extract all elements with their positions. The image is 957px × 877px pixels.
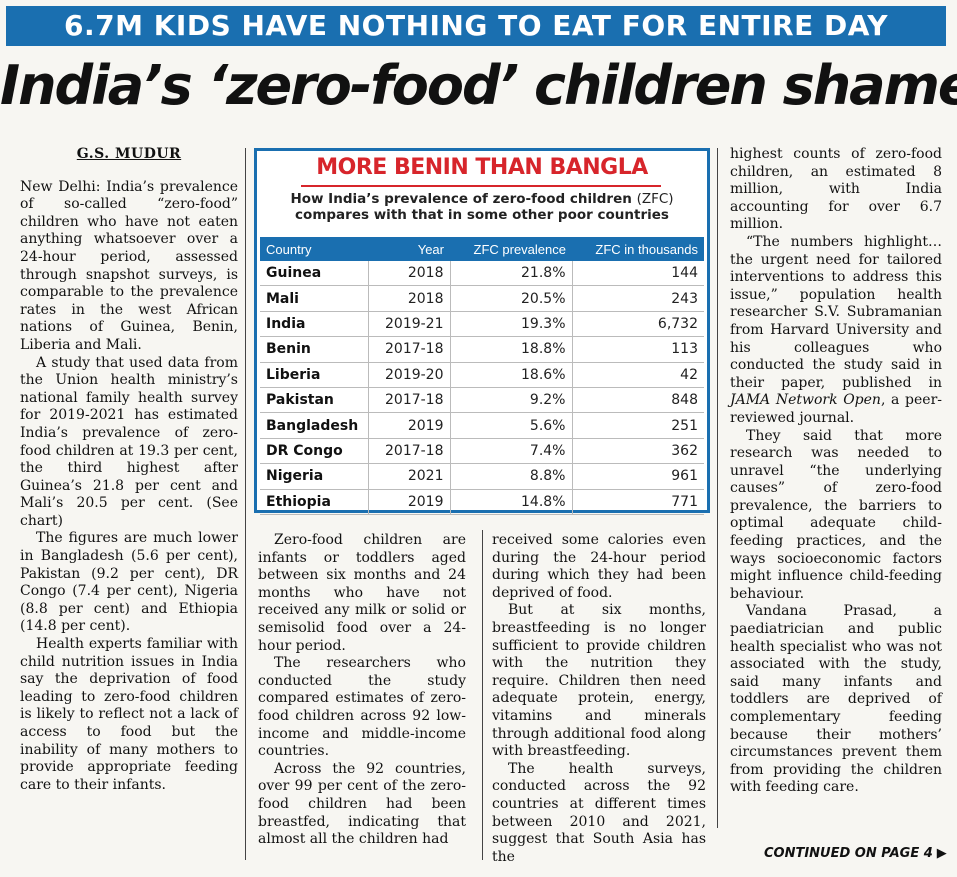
continued-label: CONTINUED ON PAGE 4: [764, 846, 933, 861]
cell-prevalence: 7.4%: [450, 438, 573, 465]
paragraph: The figures are much lower in Bangladesh…: [20, 530, 238, 635]
table-row: India 2019-21 19.3% 6,732: [260, 311, 704, 338]
journal-name: JAMA Network Open: [730, 392, 881, 409]
paragraph: But at six months, breastfeeding is no l…: [492, 602, 706, 760]
column-divider: [245, 148, 246, 860]
play-arrow-icon: ▶: [936, 846, 947, 861]
cell-country: Mali: [260, 285, 369, 312]
cell-prevalence: 5.6%: [450, 412, 573, 439]
cell-thousands: 6,732: [572, 311, 704, 338]
quote-text-end: , a peer-reviewed journal.: [730, 392, 942, 426]
paragraph: Across the 92 countries, over 99 per cen…: [258, 760, 466, 848]
cell-year: 2017-18: [368, 336, 451, 363]
cell-country: Ethiopia: [260, 489, 369, 515]
cell-year: 2017-18: [368, 438, 451, 465]
cell-prevalence: 14.8%: [450, 489, 573, 515]
table-header-row: Country Year ZFC prevalence ZFC in thous…: [260, 237, 704, 261]
header-thousands: ZFC in thousands: [572, 237, 704, 261]
paragraph: Health experts familiar with child nutri…: [20, 636, 238, 793]
table-row: Nigeria 2021 8.8% 961: [260, 463, 704, 490]
chart-subtitle: How India’s prevalence of zero-food chil…: [257, 191, 707, 223]
byline: G.S. MUDUR: [76, 146, 182, 162]
cell-thousands: 113: [572, 336, 704, 363]
cell-prevalence: 19.3%: [450, 311, 573, 338]
table-row: Benin 2017-18 18.8% 113: [260, 336, 704, 363]
cell-year: 2018: [368, 261, 451, 287]
table-row: DR Congo 2017-18 7.4% 362: [260, 438, 704, 465]
cell-thousands: 251: [572, 412, 704, 439]
paragraph: New Delhi: India’s prevalence of so-call…: [20, 178, 238, 353]
header-prevalence: ZFC prevalence: [450, 237, 572, 261]
header-year: Year: [368, 237, 450, 261]
cell-prevalence: 18.8%: [450, 336, 573, 363]
paragraph: A study that used data from the Union he…: [20, 354, 238, 529]
cell-thousands: 243: [572, 285, 704, 312]
chart-subtitle-a: How India’s prevalence of zero-food chil…: [290, 191, 637, 207]
cell-year: 2018: [368, 285, 451, 312]
zfc-table: Country Year ZFC prevalence ZFC in thous…: [260, 237, 704, 515]
cell-year: 2019: [368, 412, 451, 439]
cell-prevalence: 8.8%: [450, 463, 573, 490]
paragraph: Zero-food children are infants or toddle…: [258, 532, 466, 654]
cell-country: India: [260, 311, 369, 338]
cell-thousands: 362: [572, 438, 704, 465]
cell-thousands: 961: [572, 463, 704, 490]
continued-on-page-link[interactable]: CONTINUED ON PAGE 4 ▶: [764, 846, 947, 861]
chart-subtitle-b: compares with that in some other poor co…: [295, 207, 669, 223]
table-row: Ethiopia 2019 14.8% 771: [260, 489, 704, 515]
table-row: Guinea 2018 21.8% 144: [260, 261, 704, 287]
paragraph: They said that more research was needed …: [730, 427, 942, 602]
column-divider: [482, 530, 483, 860]
cell-prevalence: 18.6%: [450, 362, 573, 388]
cell-prevalence: 9.2%: [450, 387, 573, 414]
paragraph: Vandana Prasad, a paediatrician and publ…: [730, 603, 942, 796]
cell-thousands: 42: [572, 362, 704, 388]
paragraph: “The numbers highlight… the urgent need …: [730, 234, 942, 428]
chart-title-rule: [301, 185, 661, 187]
column-divider: [717, 148, 718, 828]
cell-country: Liberia: [260, 362, 369, 388]
cell-country: Bangladesh: [260, 412, 369, 439]
cell-thousands: 848: [572, 387, 704, 414]
cell-year: 2021: [368, 463, 451, 490]
quote-text: “The numbers highlight… the urgent need …: [730, 233, 942, 391]
paragraph: received some calories even during the 2…: [492, 532, 706, 601]
cell-country: Pakistan: [260, 387, 369, 414]
cell-year: 2019-20: [368, 362, 451, 388]
cell-thousands: 144: [572, 261, 704, 287]
cell-prevalence: 21.8%: [450, 261, 573, 287]
cell-thousands: 771: [572, 489, 704, 515]
cell-year: 2019: [368, 489, 451, 515]
cell-year: 2017-18: [368, 387, 451, 414]
cell-country: Benin: [260, 336, 369, 363]
header-country: Country: [260, 237, 368, 261]
table-row: Bangladesh 2019 5.6% 251: [260, 412, 704, 439]
cell-country: Nigeria: [260, 463, 369, 490]
table-row: Pakistan 2017-18 9.2% 848: [260, 387, 704, 414]
chart-subtitle-abbr: (ZFC): [636, 191, 674, 207]
table-row: Mali 2018 20.5% 243: [260, 285, 704, 312]
table-row: Liberia 2019-20 18.6% 42: [260, 362, 704, 388]
chart-title: MORE BENIN THAN BANGLA: [316, 155, 648, 180]
paragraph: The researchers who conducted the study …: [258, 655, 466, 760]
chart-box: MORE BENIN THAN BANGLA How India’s preva…: [254, 148, 710, 515]
cell-country: Guinea: [260, 261, 369, 287]
headline: India’s ‘zero-food’ children shame: [0, 54, 957, 117]
paragraph: highest counts of zero-food children, an…: [730, 146, 942, 233]
kicker-banner: 6.7M KIDS HAVE NOTHING TO EAT FOR ENTIRE…: [6, 6, 946, 46]
column-1: G.S. MUDUR New Delhi: India’s prevalence…: [20, 146, 238, 794]
column-4: highest counts of zero-food children, an…: [730, 146, 942, 797]
column-2: Zero-food children are infants or toddle…: [258, 532, 466, 849]
paragraph: The health surveys, conducted across the…: [492, 760, 706, 865]
cell-prevalence: 20.5%: [450, 285, 573, 312]
cell-year: 2019-21: [368, 311, 451, 338]
cell-country: DR Congo: [260, 438, 369, 465]
column-3: received some calories even during the 2…: [492, 532, 706, 866]
